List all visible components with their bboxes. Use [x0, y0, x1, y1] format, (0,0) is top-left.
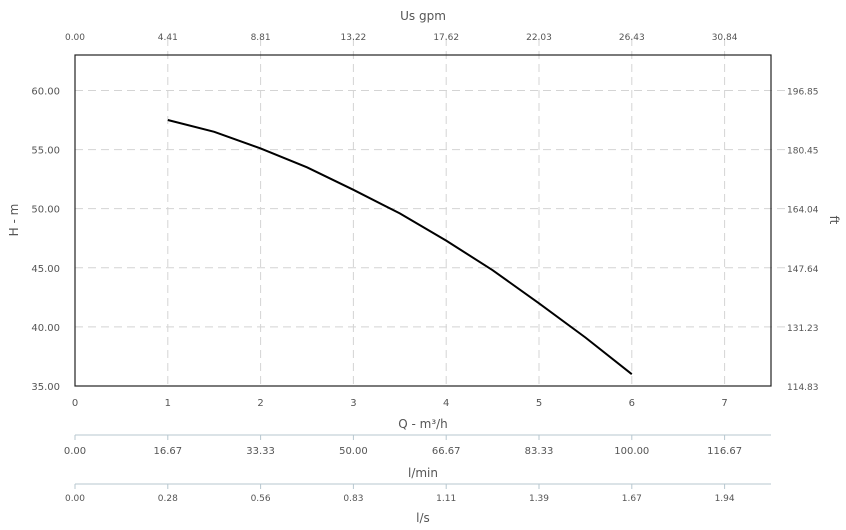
lmin-tick-label: 50.00 [339, 446, 368, 457]
top-tick-label: 4.41 [158, 33, 178, 43]
top-tick-label: 26.43 [619, 33, 645, 43]
right-tick-label: 147.64 [787, 265, 819, 275]
top-tick-label: 22.03 [526, 33, 552, 43]
top-tick-label: 0.00 [65, 33, 85, 43]
left-tick-label: 50.00 [31, 205, 60, 216]
plot-frame [74, 54, 772, 387]
right-tick-label: 164.04 [787, 206, 819, 216]
ls-tick-label: 1.67 [622, 494, 642, 504]
right-tick-label: 196.85 [787, 87, 819, 97]
x-axis-title: Q - m³/h [398, 417, 448, 431]
x-tick-label: 3 [350, 398, 356, 409]
lmin-tick-label: 83.33 [525, 446, 554, 457]
ls-tick-label: 1.11 [436, 494, 456, 504]
ls-tick-label: 0.83 [343, 494, 363, 504]
top-tick-label: 13.22 [341, 33, 367, 43]
pump-curve-line [167, 119, 633, 375]
right-axis-title: ft [827, 216, 841, 225]
top-tick-label: 30.84 [712, 33, 738, 43]
ls-tick-label: 1.94 [715, 494, 735, 504]
lmin-tick-label: 33.33 [246, 446, 275, 457]
lmin-tick-label: 16.67 [153, 446, 182, 457]
left-tick-label: 60.00 [31, 86, 60, 97]
ls-tick-label: 0.56 [251, 494, 271, 504]
left-axis-title: H - m [7, 204, 21, 237]
left-tick-label: 45.00 [31, 264, 60, 275]
lmin-tick-label: 66.67 [432, 446, 461, 457]
x-tick-label: 0 [72, 398, 78, 409]
top-tick-label: 8.81 [251, 33, 271, 43]
x-tick-label: 2 [257, 398, 263, 409]
x-tick-label: 5 [536, 398, 542, 409]
top-axis-title: Us gpm [400, 9, 446, 23]
x-tick-label: 7 [721, 398, 727, 409]
left-tick-label: 40.00 [31, 323, 60, 334]
left-tick-label: 35.00 [31, 382, 60, 393]
ls-axis-title: l/s [416, 511, 430, 525]
ls-tick-label: 0.28 [158, 494, 178, 504]
ls-tick-label: 1.39 [529, 494, 549, 504]
x-tick-label: 6 [629, 398, 635, 409]
x-tick-label: 4 [443, 398, 449, 409]
lmin-tick-label: 0.00 [64, 446, 86, 457]
right-tick-label: 131.23 [787, 324, 819, 334]
labels-layer: 0 0.00 0.00 0.00 1 4.41 16.67 0.28 2 8.81 33.33 0.5… [31, 33, 818, 504]
grid-layer [74, 38, 785, 489]
lmin-axis-title: l/min [408, 466, 438, 480]
right-tick-label: 114.83 [787, 383, 819, 393]
lmin-tick-label: 116.67 [707, 446, 742, 457]
left-tick-label: 55.00 [31, 146, 60, 157]
top-tick-label: 17.62 [433, 33, 459, 43]
ls-tick-label: 0.00 [65, 494, 85, 504]
right-tick-label: 180.45 [787, 147, 819, 157]
lmin-tick-label: 100.00 [614, 446, 649, 457]
x-tick-label: 1 [165, 398, 171, 409]
